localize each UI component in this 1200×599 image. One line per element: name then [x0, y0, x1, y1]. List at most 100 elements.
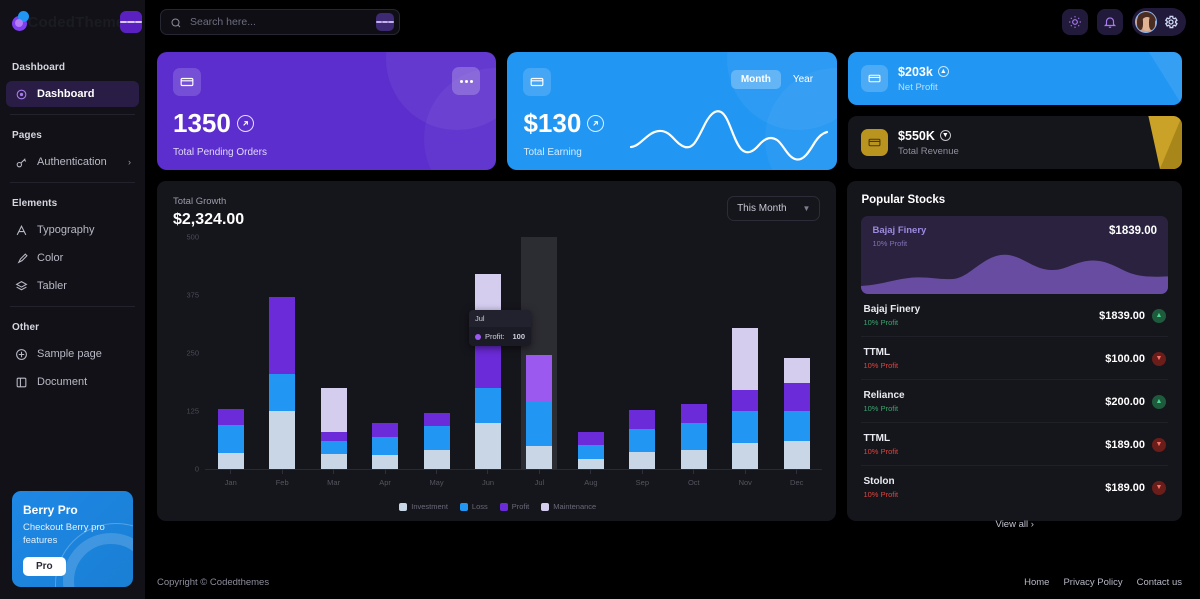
period-option-month[interactable]: Month: [730, 70, 781, 89]
berry-pro-card[interactable]: Berry Pro Checkout Berry pro features Pr…: [12, 491, 133, 587]
period-toggle[interactable]: Month Year: [730, 70, 823, 89]
chart-y-axis: 0 125 250 375 500: [173, 233, 203, 474]
net-profit-card[interactable]: $203k ▲ Net Profit: [848, 52, 1182, 105]
chart-tooltip: Jul Profit: 100: [469, 310, 531, 346]
stat-cards-row: 1350 Total Pending Orders $130: [157, 52, 1182, 170]
stock-row[interactable]: TTML 10% Profit $100.00 ▼: [861, 337, 1168, 380]
chart-bar-nov[interactable]: [732, 237, 759, 469]
card-more-button[interactable]: [452, 67, 481, 95]
stock-value-group: $189.00 ▼: [1105, 480, 1166, 495]
x-axis-tick: Jan: [218, 469, 244, 487]
sidebar-item-document[interactable]: Document: [6, 369, 139, 395]
copyright: Copyright © Codedthemes: [157, 576, 270, 588]
legend-item-profit[interactable]: Profit: [499, 502, 529, 511]
featured-stock-sparkline: [861, 254, 1168, 294]
trend-up-icon: ▲: [937, 66, 949, 77]
sidebar-item-tabler[interactable]: Tabler: [6, 273, 139, 299]
stock-name: Bajaj Finery: [863, 304, 921, 315]
sidebar-collapse-button[interactable]: [120, 11, 142, 33]
brush-icon: [14, 251, 28, 265]
search-input[interactable]: [182, 16, 376, 28]
sidebar-item-dashboard[interactable]: Dashboard: [6, 81, 139, 107]
bar-segment-investment: [783, 441, 810, 469]
theme-toggle-button[interactable]: [1062, 9, 1088, 35]
stock-price: $100.00: [1105, 352, 1145, 365]
x-axis-label: Nov: [738, 478, 752, 487]
x-axis-label: Aug: [584, 478, 598, 487]
y-axis-tick: 125: [186, 406, 199, 416]
nav-caption-pages: Pages: [12, 130, 42, 141]
period-option-year[interactable]: Year: [792, 74, 814, 85]
chart-bar-oct[interactable]: [680, 237, 707, 469]
x-axis-tick: Aug: [578, 469, 604, 487]
pending-orders-card[interactable]: 1350 Total Pending Orders: [157, 52, 497, 170]
net-profit-value-row: $203k ▲: [898, 65, 949, 79]
stock-info: TTML 10% Profit: [863, 433, 898, 456]
legend-swatch: [399, 502, 408, 511]
chart-bar-jun[interactable]: [474, 237, 501, 469]
footer-link-privacy[interactable]: Privacy Policy: [1063, 576, 1123, 588]
legend-swatch: [459, 502, 468, 511]
x-axis-tick: May: [424, 469, 450, 487]
nav-caption-other: Other: [12, 322, 40, 333]
featured-stock[interactable]: Bajaj Finery 10% Profit $1839.00: [861, 216, 1168, 294]
total-earning-card[interactable]: $130 Total Earning Month Year: [507, 52, 838, 170]
wallet-icon: [861, 129, 889, 156]
typography-icon: [14, 223, 28, 237]
bar-segment-profit: [783, 383, 810, 412]
trend-down-icon: ▼: [1152, 351, 1166, 366]
bar-segment-investment: [732, 443, 759, 469]
chart-bar-jul[interactable]: [521, 237, 558, 469]
sidebar-item-color[interactable]: Color: [6, 245, 139, 271]
legend-label: Maintenance: [553, 502, 597, 511]
footer-link-contact[interactable]: Contact us: [1136, 576, 1182, 588]
x-axis-label: Mar: [327, 478, 341, 487]
stock-info: Bajaj Finery 10% Profit: [863, 304, 920, 327]
gear-icon[interactable]: [1163, 14, 1179, 30]
profile-menu[interactable]: [1132, 8, 1186, 36]
chart-bar-aug[interactable]: [577, 237, 604, 469]
chart-bar-may[interactable]: [423, 237, 450, 469]
stock-value-group: $1839.00 ▲: [1099, 308, 1166, 323]
notifications-button[interactable]: [1097, 9, 1123, 35]
brand[interactable]: CodedThemes: [0, 0, 145, 44]
y-axis-tick: 375: [186, 290, 199, 300]
bar-segment-investment: [217, 452, 244, 469]
chart-bar-apr[interactable]: [372, 237, 399, 469]
chart-bar-sep[interactable]: [629, 237, 656, 469]
chart-bar-dec[interactable]: [783, 237, 810, 469]
net-profit-text: $203k ▲ Net Profit: [898, 65, 949, 93]
chart-bar-feb[interactable]: [269, 237, 296, 469]
search-box[interactable]: [160, 9, 400, 35]
legend-item-maintenance[interactable]: Maintenance: [541, 502, 596, 511]
pro-button[interactable]: Pro: [23, 556, 66, 576]
dashboard-icon: [14, 87, 28, 101]
stock-change: 10% Profit: [863, 361, 899, 370]
bar-segment-profit: [629, 409, 656, 430]
total-revenue-card[interactable]: $550K ▼ Total Revenue: [848, 116, 1182, 169]
stock-row[interactable]: Stolon 10% Profit $189.00 ▼: [861, 466, 1168, 508]
chart-bar-jan[interactable]: [217, 237, 244, 469]
chart-bar-mar[interactable]: [320, 237, 347, 469]
bar-segment-loss: [629, 429, 656, 453]
stock-row[interactable]: Reliance 10% Profit $200.00 ▲: [861, 380, 1168, 423]
period-select[interactable]: This Month ▼: [727, 196, 821, 221]
sidebar-item-authentication[interactable]: Authentication ›: [6, 149, 139, 175]
legend-item-loss[interactable]: Loss: [459, 502, 488, 511]
nav-divider: [10, 114, 135, 115]
sidebar-item-typography[interactable]: Typography: [6, 217, 139, 243]
stock-row[interactable]: Bajaj Finery 10% Profit $1839.00 ▲: [861, 294, 1168, 337]
growth-caption: Total Growth: [173, 196, 227, 207]
bar-segment-loss: [217, 424, 244, 453]
search-filter-button[interactable]: [376, 13, 394, 31]
wallet-icon: [523, 68, 552, 96]
stock-row[interactable]: TTML 10% Profit $189.00 ▼: [861, 423, 1168, 466]
view-all-link[interactable]: View all ›: [995, 519, 1034, 530]
berry-logo-icon: [12, 11, 29, 33]
legend-item-investment[interactable]: Investment: [399, 502, 448, 511]
sidebar-item-sample-page[interactable]: Sample page: [6, 341, 139, 367]
tooltip-series-color-dot: [475, 333, 481, 340]
footer-link-home[interactable]: Home: [1024, 576, 1050, 588]
x-axis-label: Feb: [275, 478, 289, 487]
stock-value-group: $100.00 ▼: [1105, 351, 1166, 366]
